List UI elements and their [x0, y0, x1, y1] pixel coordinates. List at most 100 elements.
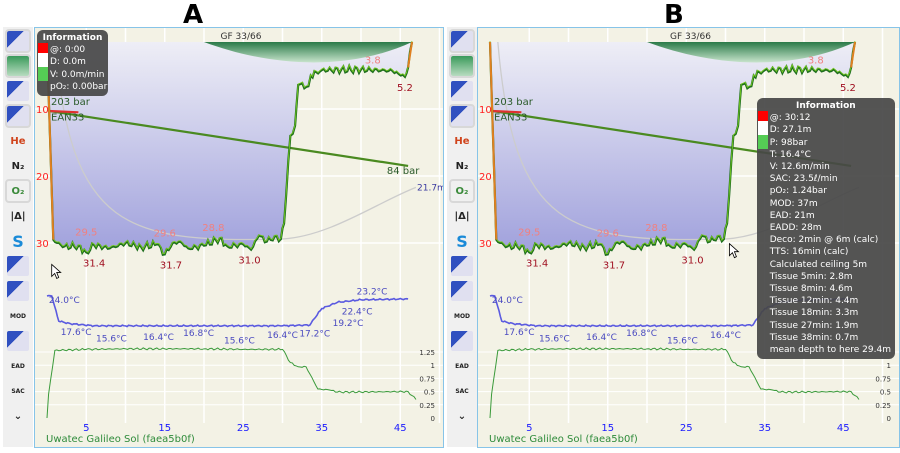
more-toggle-button[interactable]: ⌄: [13, 410, 23, 422]
rate-toggle-button[interactable]: [451, 331, 473, 351]
po2-axis-label: 1: [887, 362, 891, 370]
sac-toggle-button[interactable]: SAC: [11, 387, 25, 395]
smoothing-toggle-button[interactable]: S: [456, 231, 468, 251]
temperature-label: 17.6°C: [504, 328, 535, 338]
heatmap-toggle-button[interactable]: [7, 256, 29, 276]
temperature-line: [46, 294, 409, 328]
scuba-diver-toggle-button[interactable]: [451, 281, 473, 301]
min-depth-label: 29.6: [597, 228, 619, 239]
mouse-cursor-icon: [729, 242, 740, 259]
info-row: Tissue 5min: 2.8m: [769, 271, 853, 282]
max-depth-label: 31.7: [160, 260, 182, 271]
info-title: Information: [795, 101, 856, 111]
depth-axis-label: 10: [36, 105, 49, 116]
rate-toggle-button[interactable]: [7, 331, 29, 351]
temperature-label: 17.2°C: [299, 330, 330, 340]
deco-ceiling-toggle-button[interactable]: [5, 54, 31, 78]
sac-toggle-button[interactable]: SAC: [455, 387, 469, 395]
info-row: Tissue 18min: 3.3m: [769, 308, 859, 319]
temperature-label: 24.0°C: [49, 296, 80, 306]
time-axis-label: 25: [680, 423, 693, 434]
time-axis-label: 5: [83, 423, 89, 434]
mod-toggle-button[interactable]: MOD: [453, 312, 471, 320]
max-depth-label: 31.4: [83, 258, 105, 269]
temperature-label: 15.6°C: [667, 336, 698, 346]
tissue-view-toggle-button[interactable]: [449, 104, 475, 128]
depth-area: [47, 42, 413, 255]
he-toggle-button[interactable]: He: [454, 135, 470, 147]
depth-profile-line: [45, 41, 414, 257]
min-depth-label: 29.6: [154, 228, 176, 239]
device-label: Uwatec Galileo Sol (faea5b0f): [46, 434, 195, 445]
o2-toggle-button[interactable]: O₂: [449, 179, 475, 203]
tissue-view-toggle-button[interactable]: [5, 104, 31, 128]
profile-chart: 21.7m 203 bar EAN33 84 bar 29.5 31.4 29.6 31.7 2…: [35, 28, 443, 434]
info-row: EADD: 28m: [769, 223, 822, 234]
tank-pressure-start-segment: [49, 109, 79, 114]
max-depth-label: 5.2: [397, 83, 413, 94]
profile-ruler-toggle-button[interactable]: [5, 29, 31, 53]
heatmap-toggle-button[interactable]: [451, 256, 473, 276]
ascent-line: [850, 41, 857, 68]
ead-toggle-button[interactable]: EAD: [455, 362, 469, 370]
gas-label: EAN33: [494, 112, 527, 123]
min-depth-label: 28.8: [645, 223, 667, 234]
he-toggle-button[interactable]: He: [10, 135, 26, 147]
delta-toggle-button[interactable]: |Δ|: [10, 210, 26, 222]
max-depth-label: 31.4: [526, 258, 548, 269]
delta-toggle-button[interactable]: |Δ|: [454, 210, 470, 222]
gradient-factor-label: GF 33/66: [221, 32, 262, 42]
temperature-label: 16.4°C: [710, 331, 741, 341]
po2-axis-label: 1.25: [419, 349, 435, 357]
scuba-diver-toggle-button[interactable]: [7, 281, 29, 301]
dive-profile-b[interactable]: 203 bar EAN33 29.5 31.4 29.6 31.7 28.8 31.0 3.8 5…: [477, 27, 900, 448]
pressure-start-label: 203 bar: [494, 97, 534, 108]
info-row: Tissue 27min: 1.9m: [769, 320, 859, 331]
calculated-ceiling-toggle-button[interactable]: [7, 81, 29, 101]
info-row: D: 27.1m: [769, 125, 812, 136]
ead-toggle-button[interactable]: EAD: [11, 362, 25, 370]
profile-toolbar-a: He N₂ O₂ |Δ| S MOD EAD SAC ⌄: [3, 27, 33, 447]
depth-axis-label: 20: [479, 172, 492, 183]
deco-ceiling-toggle-button[interactable]: [449, 54, 475, 78]
pressure-start-label: 203 bar: [51, 97, 91, 108]
calculated-ceiling-toggle-button[interactable]: [451, 81, 473, 101]
depth-axis-label: 30: [36, 239, 49, 250]
info-row: V: 0.0m/min: [50, 69, 105, 80]
dive-profile-a[interactable]: 21.7m 203 bar EAN33 84 bar 29.5 31.4 29.6 31.7 2…: [34, 27, 444, 448]
information-box: Information @: 0:00 D: 0.0m V: 0.0m/min pO₂…: [37, 30, 108, 97]
info-row: Tissue 12min: 4.4m: [769, 296, 859, 307]
tank-pressure-start-segment: [492, 109, 522, 114]
depth-axis-label: 30: [479, 239, 492, 250]
more-toggle-button[interactable]: ⌄: [457, 410, 467, 422]
info-row: T: 16.4°C: [769, 149, 811, 160]
info-row: @: 30:12: [769, 113, 811, 124]
mod-toggle-button[interactable]: MOD: [9, 312, 27, 320]
panel-letter-b: B: [664, 0, 684, 30]
po2-axis-label: 0.75: [875, 375, 891, 383]
info-row: @: 0:00: [50, 45, 86, 56]
po2-axis-label: 0.5: [880, 389, 891, 397]
smoothing-toggle-button[interactable]: S: [12, 231, 24, 251]
info-row: TTS: 16min (calc): [769, 247, 849, 258]
temperature-label: 16.8°C: [626, 329, 657, 339]
depth-axis-label: 10: [479, 105, 492, 116]
po2-axis-label: 0.75: [419, 375, 435, 383]
max-depth-label: 31.0: [238, 256, 260, 267]
time-axis-label: 45: [837, 423, 850, 434]
o2-toggle-button[interactable]: O₂: [5, 179, 31, 203]
depth-profile-highlight: [489, 40, 856, 255]
info-row: Deco: 2min @ 6m (calc): [769, 235, 879, 246]
n2-toggle-button[interactable]: N₂: [455, 160, 469, 172]
info-row: Tissue 8min: 4.6m: [769, 284, 853, 295]
info-row: pO₂: 0.00bar: [50, 81, 108, 92]
gradient-factor-label: GF 33/66: [670, 32, 711, 42]
temperature-label: 22.4°C: [342, 308, 373, 318]
depth-axis-label: 20: [36, 172, 49, 183]
max-depth-label: 5.2: [840, 83, 856, 94]
profile-ruler-toggle-button[interactable]: [449, 29, 475, 53]
tank-pressure-line: [49, 109, 409, 168]
panel-letter-a: A: [183, 0, 204, 30]
n2-toggle-button[interactable]: N₂: [11, 160, 25, 172]
time-axis-label: 15: [601, 423, 614, 434]
